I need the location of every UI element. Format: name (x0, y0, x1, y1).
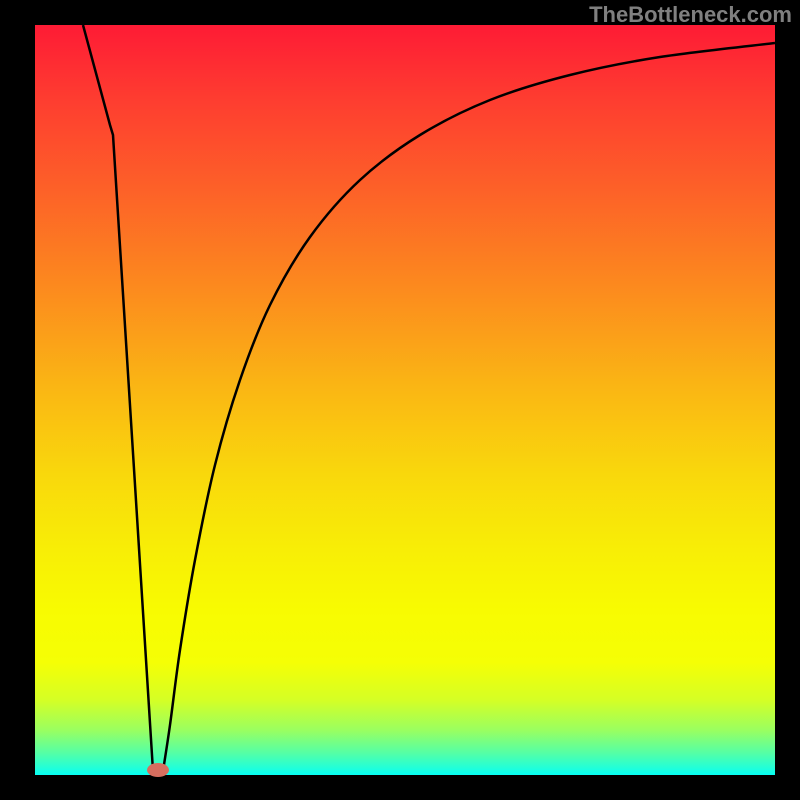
minimum-point-marker (147, 763, 169, 777)
plot-area (35, 25, 775, 775)
watermark-text: TheBottleneck.com (589, 2, 792, 28)
chart-container: TheBottleneck.com (0, 0, 800, 800)
bottleneck-curve (35, 25, 775, 775)
